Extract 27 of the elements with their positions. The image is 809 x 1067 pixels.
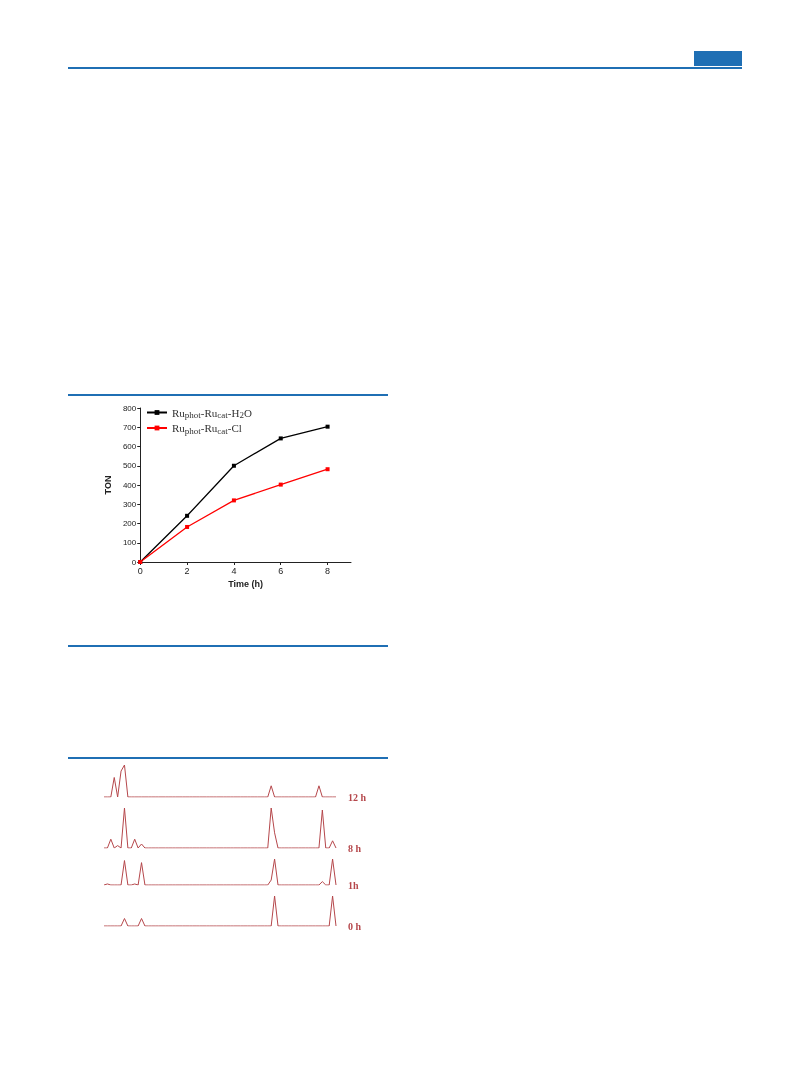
series-label: 0 h	[348, 920, 362, 932]
series-label: 12 h	[348, 791, 367, 803]
y-tick-label: 800	[122, 403, 137, 413]
y-tick-label: 400	[122, 480, 137, 490]
x-tick-label: 2	[184, 565, 190, 576]
point	[278, 482, 283, 487]
y-tick-label: 0	[131, 557, 137, 567]
series-label: 8 h	[348, 842, 362, 854]
y-tick-label: 500	[122, 461, 137, 471]
y-tick-label: 200	[122, 519, 137, 528]
y-tick-label: 600	[122, 442, 137, 451]
x-tick-label: 8	[325, 565, 331, 576]
x-tick-label: 6	[278, 565, 284, 576]
point	[231, 463, 236, 468]
y-tick-label: 100	[122, 538, 137, 548]
y-tick-label: 700	[122, 422, 137, 432]
point	[325, 467, 330, 472]
x-axis-title: Time (h)	[228, 579, 264, 590]
series-label: 1h	[348, 879, 359, 891]
y-tick-label: 300	[122, 499, 137, 509]
point	[325, 424, 330, 429]
y-axis-title: TON	[102, 475, 113, 495]
point	[185, 513, 190, 518]
x-tick-label: 4	[231, 565, 237, 576]
point	[185, 524, 190, 529]
point	[278, 436, 283, 441]
point	[231, 498, 236, 503]
